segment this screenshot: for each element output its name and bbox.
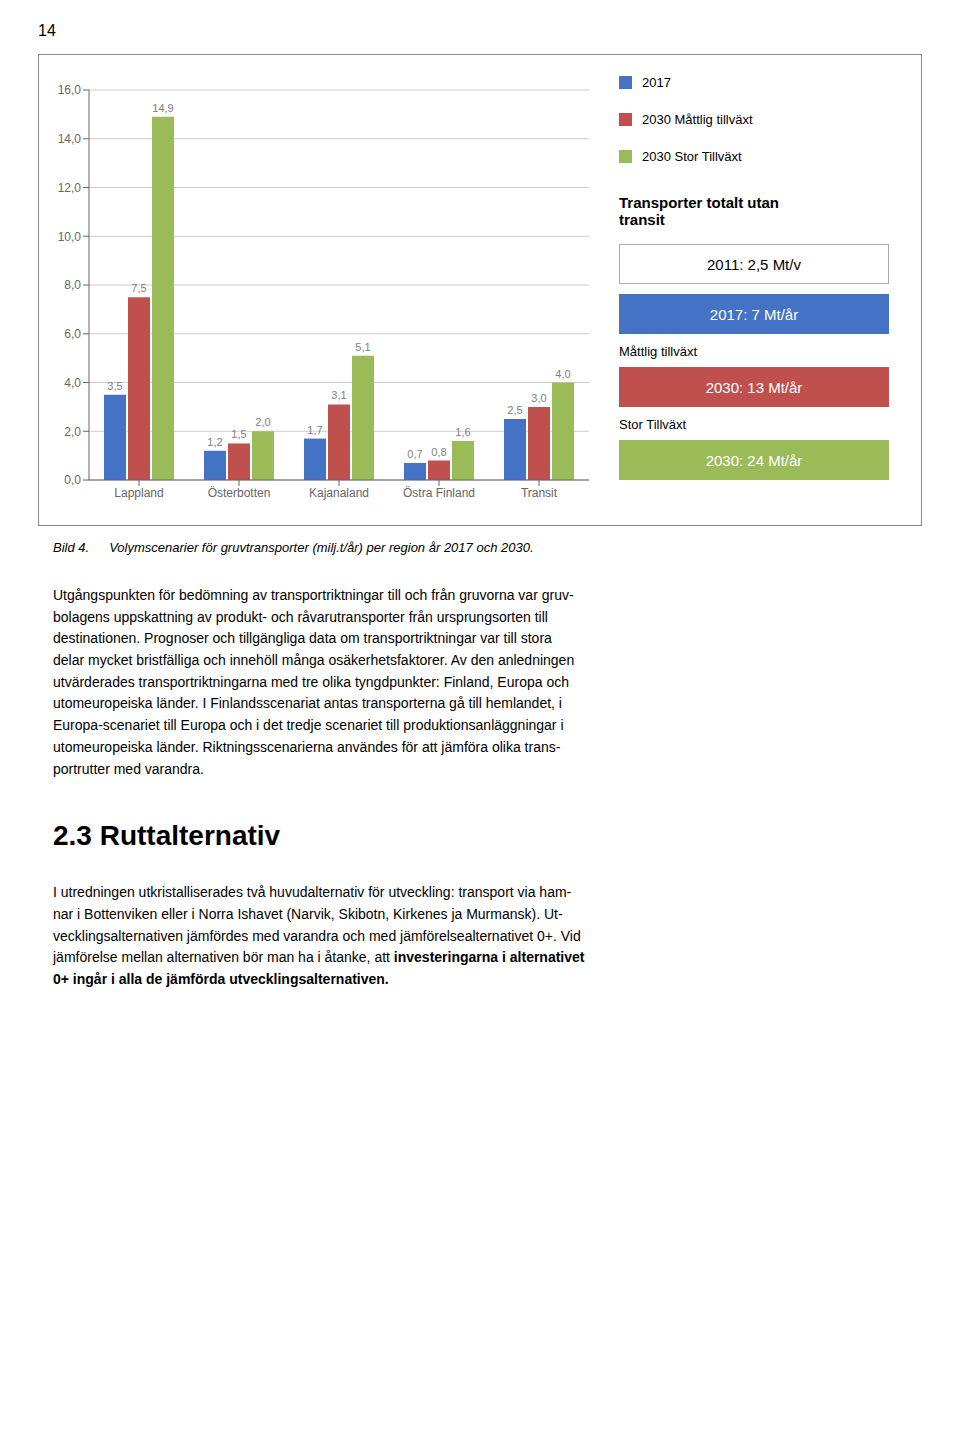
- svg-text:0,7: 0,7: [407, 448, 422, 460]
- svg-text:0,0: 0,0: [64, 473, 81, 487]
- html-text:utomeuropeiska länder. Riktnin: utomeuropeiska länder. Riktningsscenarie…: [53, 738, 561, 755]
- html-text:nar i Bottenviken eller i Norr: nar i Bottenviken eller i Norra Ishavet …: [53, 905, 563, 922]
- svg-text:14,9: 14,9: [152, 102, 173, 114]
- html-text:2030 Måttlig tillväxt: 2030 Måttlig tillväxt: [642, 112, 753, 127]
- html-text:Utgångspunkten för bedömning a: Utgångspunkten för bedömning av transpor…: [53, 587, 574, 603]
- html-text:I utredningen utkristalliserad: I utredningen utkristalliserades två huv…: [53, 884, 572, 901]
- svg-text:Lappland: Lappland: [114, 486, 163, 500]
- svg-text:2,0: 2,0: [64, 425, 81, 439]
- svg-text:12,0: 12,0: [58, 181, 82, 195]
- svg-text:1,6: 1,6: [455, 426, 470, 438]
- html-text:utvärderades transportriktning: utvärderades transportriktningarna med t…: [53, 673, 569, 690]
- html-text:2017: 2017: [642, 75, 671, 90]
- svg-text:1,7: 1,7: [307, 424, 322, 436]
- html-text:Volymscenarier för gruvtranspo: Volymscenarier för gruvtransporter (milj…: [109, 540, 534, 555]
- svg-text:0,8: 0,8: [431, 446, 446, 458]
- html-text:Europa-scenariet till Europa o: Europa-scenariet till Europa och i det t…: [53, 717, 564, 734]
- svg-text:Transit: Transit: [521, 486, 558, 500]
- html-text:delar mycket bristfälliga och: delar mycket bristfälliga och innehöll m…: [53, 652, 575, 669]
- html-text:Måttlig tillväxt: Måttlig tillväxt: [619, 344, 697, 359]
- html-text:vecklingsalternativen jämförde: vecklingsalternativen jämfördes med vara…: [53, 927, 581, 944]
- svg-text:4,0: 4,0: [64, 376, 81, 390]
- svg-text:3,0: 3,0: [531, 392, 546, 404]
- html-text:utomeuropeiska länder. I Finla: utomeuropeiska länder. I Finlandsscenari…: [53, 695, 562, 712]
- svg-text:2,5: 2,5: [507, 404, 522, 416]
- svg-text:2,0: 2,0: [255, 416, 270, 428]
- html-text:2030: 13 Mt/år: 2030: 13 Mt/år: [705, 378, 803, 396]
- svg-text:16,0: 16,0: [58, 83, 82, 97]
- html-text:2017: 7 Mt/år: 2017: 7 Mt/år: [709, 305, 799, 323]
- svg-text:7,5: 7,5: [131, 282, 146, 294]
- svg-text:14,0: 14,0: [58, 132, 82, 146]
- html-text:Transporter totalt utan transi: Transporter totalt utan transit: [619, 194, 779, 228]
- svg-text:Österbotten: Österbotten: [208, 486, 271, 500]
- svg-text:5,1: 5,1: [355, 341, 370, 353]
- svg-text:1,5: 1,5: [231, 428, 246, 440]
- html-text:2030 Stor Tillväxt: 2030 Stor Tillväxt: [642, 149, 742, 164]
- html-text:2.3 Ruttalternativ: 2.3 Ruttalternativ: [53, 820, 281, 852]
- svg-text:4,0: 4,0: [555, 368, 570, 380]
- html-text:2011: 2,5 Mt/v: 2011: 2,5 Mt/v: [707, 255, 801, 273]
- svg-text:Kajanaland: Kajanaland: [309, 486, 369, 500]
- html-text:14: 14: [38, 22, 56, 39]
- html-text:bolagens uppskattning av produ: bolagens uppskattning av produkt- och rå…: [53, 608, 548, 625]
- svg-text:10,0: 10,0: [58, 230, 82, 244]
- svg-text:Östra Finland: Östra Finland: [403, 486, 475, 500]
- svg-text:6,0: 6,0: [64, 327, 81, 341]
- html-text:Bild 4.: Bild 4.: [53, 540, 90, 555]
- svg-text:3,5: 3,5: [107, 380, 122, 392]
- html-text:Stor Tillväxt: Stor Tillväxt: [619, 417, 687, 432]
- svg-text:3,1: 3,1: [331, 389, 346, 401]
- html-text:2030: 24 Mt/år: 2030: 24 Mt/år: [705, 451, 803, 469]
- html-text:jämförelse mellan alternativen: jämförelse mellan alternativen bör man h…: [53, 949, 585, 966]
- html-text:portrutter med varandra.: portrutter med varandra.: [53, 760, 204, 777]
- html-text:destinationen. Prognoser och t: destinationen. Prognoser och tillgänglig…: [53, 630, 552, 647]
- html-text:0+ ingår i alla de jämförda ut: 0+ ingår i alla de jämförda utvecklingsa…: [53, 970, 389, 987]
- svg-text:8,0: 8,0: [64, 278, 81, 292]
- svg-text:1,2: 1,2: [207, 436, 222, 448]
